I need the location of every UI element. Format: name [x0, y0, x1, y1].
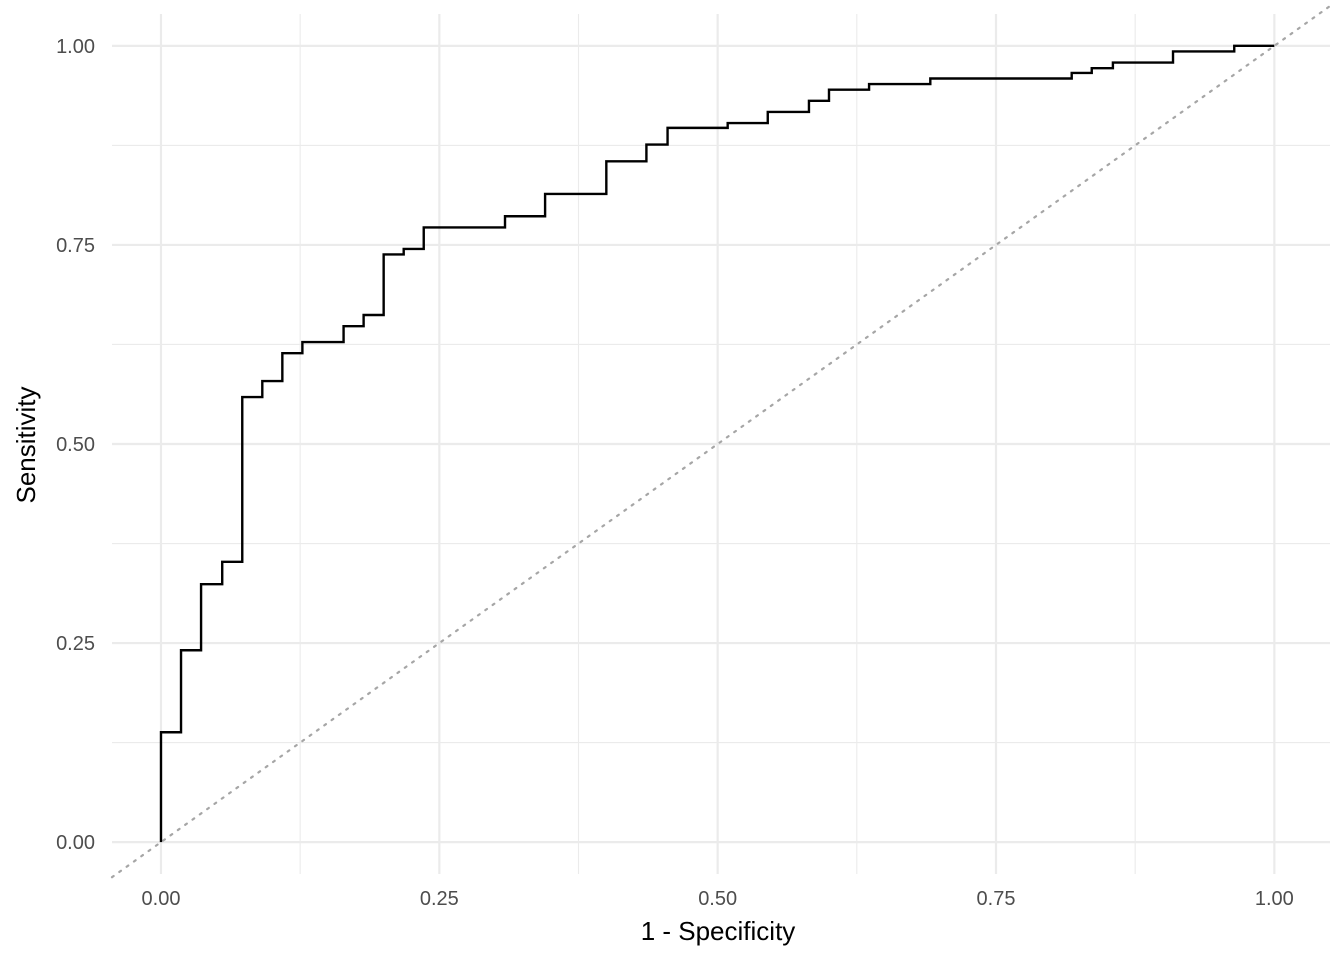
x-axis-ticks: 0.00 0.25 0.50 0.75 1.00: [142, 888, 1294, 910]
reference-diagonal-layer: [110, 4, 1332, 879]
grid-layer: [112, 14, 1330, 874]
reference-diagonal-line: [110, 4, 1332, 879]
y-tick-label: 0.00: [56, 832, 95, 854]
x-tick-label: 1.00: [1255, 888, 1294, 910]
x-tick-label: 0.50: [698, 888, 737, 910]
y-tick-label: 0.50: [56, 434, 95, 456]
x-tick-label: 0.25: [420, 888, 459, 910]
y-tick-label: 0.75: [56, 235, 95, 257]
x-tick-label: 0.75: [977, 888, 1016, 910]
y-tick-label: 0.25: [56, 633, 95, 655]
y-tick-label: 1.00: [56, 36, 95, 58]
y-axis-ticks: 0.00 0.25 0.50 0.75 1.00: [56, 36, 95, 854]
roc-curve-line: [159, 44, 1275, 843]
roc-curve-layer: [159, 44, 1275, 843]
x-tick-label: 0.00: [142, 888, 181, 910]
y-axis-title: Sensitivity: [11, 386, 41, 503]
x-axis-title: 1 - Specificity: [641, 916, 796, 946]
